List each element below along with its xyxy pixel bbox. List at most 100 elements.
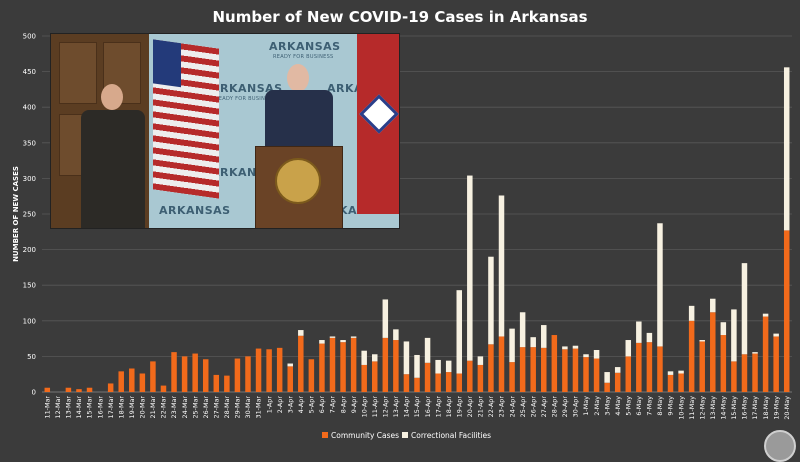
x-tick-label: 22-Mar [160,396,168,419]
bar-community-cases [773,336,779,392]
backdrop-logo-sub: READY FOR BUSINESS [215,96,276,102]
x-tick-label: 12-Apr [382,396,390,418]
x-tick-label: 19-Mar [128,396,136,419]
x-tick-label: 29-Mar [234,396,242,419]
x-tick-label: 23-Apr [498,396,506,418]
bar-correctional-facilities [710,298,716,313]
bar-community-cases [44,387,51,392]
bar-community-cases [488,344,494,392]
bar-community-cases [625,356,632,392]
x-tick-label: 1-May [582,396,590,416]
x-tick-label: 27-Apr [540,396,548,418]
x-tick-label: 2-Apr [276,396,284,414]
bar-community-cases [710,312,716,392]
bar-correctional-facilities [361,350,367,365]
bar-community-cases [308,359,315,392]
bar-correctional-facilities [287,363,293,367]
bar-community-cases [551,335,558,392]
x-tick-label: 3-May [603,396,611,416]
backdrop-logo-text: ARKANSAS [159,204,231,217]
bar-correctional-facilities [403,341,410,375]
bar-community-cases [329,337,336,392]
x-tick-label: 9-May [667,396,675,416]
legend-label-community: Community Cases [331,431,399,440]
bar-correctional-facilities [372,354,378,362]
x-tick-label: 15-Apr [413,396,421,418]
bar-correctional-facilities [393,329,399,341]
x-tick-label: 20-Apr [466,396,474,418]
bar-community-cases [181,356,188,392]
bar-community-cases [424,362,431,392]
bar-correctional-facilities [319,340,325,344]
bar-correctional-facilities [541,325,547,348]
x-tick-label: 2-May [593,396,601,416]
x-tick-label: 15-May [730,396,738,420]
bar-correctional-facilities [329,336,336,338]
bar-community-cases [382,337,389,392]
bar-community-cases [202,359,209,392]
x-tick-label: 21-Apr [477,396,485,418]
x-tick-label: 13-Mar [65,396,73,419]
x-tick-label: 6-May [635,396,643,416]
bar-community-cases [76,389,82,392]
bar-community-cases [731,361,737,392]
bar-correctional-facilities [720,322,727,336]
bar-correctional-facilities [625,340,632,357]
bar-community-cases [783,230,790,392]
bar-community-cases [340,342,346,392]
bar-community-cases [372,361,378,392]
x-tick-labels: 11-Mar 12-Mar 13-Mar 14-Mar 15-Mar 16-Mar 17-M… [43,396,790,420]
bar-community-cases [688,320,695,392]
x-tick-label: 13-May [709,396,717,420]
x-tick-label: 14-May [720,396,728,420]
bar-correctional-facilities [435,359,441,374]
bar-community-cases [350,337,357,392]
bar-correctional-facilities [667,371,674,375]
bar-correctional-facilities [445,360,452,373]
x-tick-label: 24-Mar [181,396,189,419]
x-tick-label: 11-Apr [371,396,379,418]
y-tick-label: 300 [23,175,36,183]
x-tick-label: 9-Apr [350,396,358,414]
bar-correctional-facilities [688,305,695,321]
bar-correctional-facilities [456,290,462,374]
x-tick-label: 31-Mar [255,396,263,419]
bar-community-cases [245,356,251,392]
x-tick-label: 7-Apr [329,396,337,414]
legend-label-correctional: Correctional Facilities [411,431,491,440]
x-tick-label: 5-Apr [308,396,316,414]
bar-community-cases [266,349,272,392]
x-tick-label: 21-Mar [149,396,157,419]
x-tick-label: 6-Apr [318,396,326,414]
bar-correctional-facilities [752,352,758,354]
bar-community-cases [361,364,367,392]
backdrop-logo-text: ARKANSAS [211,82,283,95]
x-tick-label: 11-May [688,396,696,420]
bar-correctional-facilities [583,354,589,358]
bar-community-cases [129,368,135,392]
bar-community-cases [678,373,684,392]
bar-correctional-facilities [783,67,790,231]
x-tick-label: 12-May [698,396,706,420]
x-tick-label: 18-May [762,396,770,420]
bar-community-cases [477,364,484,392]
bar-community-cases [519,347,526,392]
x-tick-label: 3-Apr [286,396,294,414]
bar-correctional-facilities [340,340,346,343]
bar-community-cases [139,373,146,392]
backdrop-logo-text: ARKANSAS [269,40,341,53]
bar-correctional-facilities [773,333,779,337]
bar-community-cases [287,366,293,392]
x-tick-label: 14-Mar [75,396,83,419]
bar-correctional-facilities [572,345,579,349]
x-tick-label: 28-Apr [551,396,559,418]
bar-correctional-facilities [699,340,705,342]
x-tick-label: 4-May [614,396,622,416]
bars [44,67,790,392]
y-tick-label: 500 [23,33,36,41]
y-tick-label: 50 [27,353,36,361]
bar-correctional-facilities [530,337,536,348]
y-tick-label: 0 [32,389,36,397]
x-tick-label: 22-Apr [487,396,495,418]
bar-community-cases [720,335,727,392]
